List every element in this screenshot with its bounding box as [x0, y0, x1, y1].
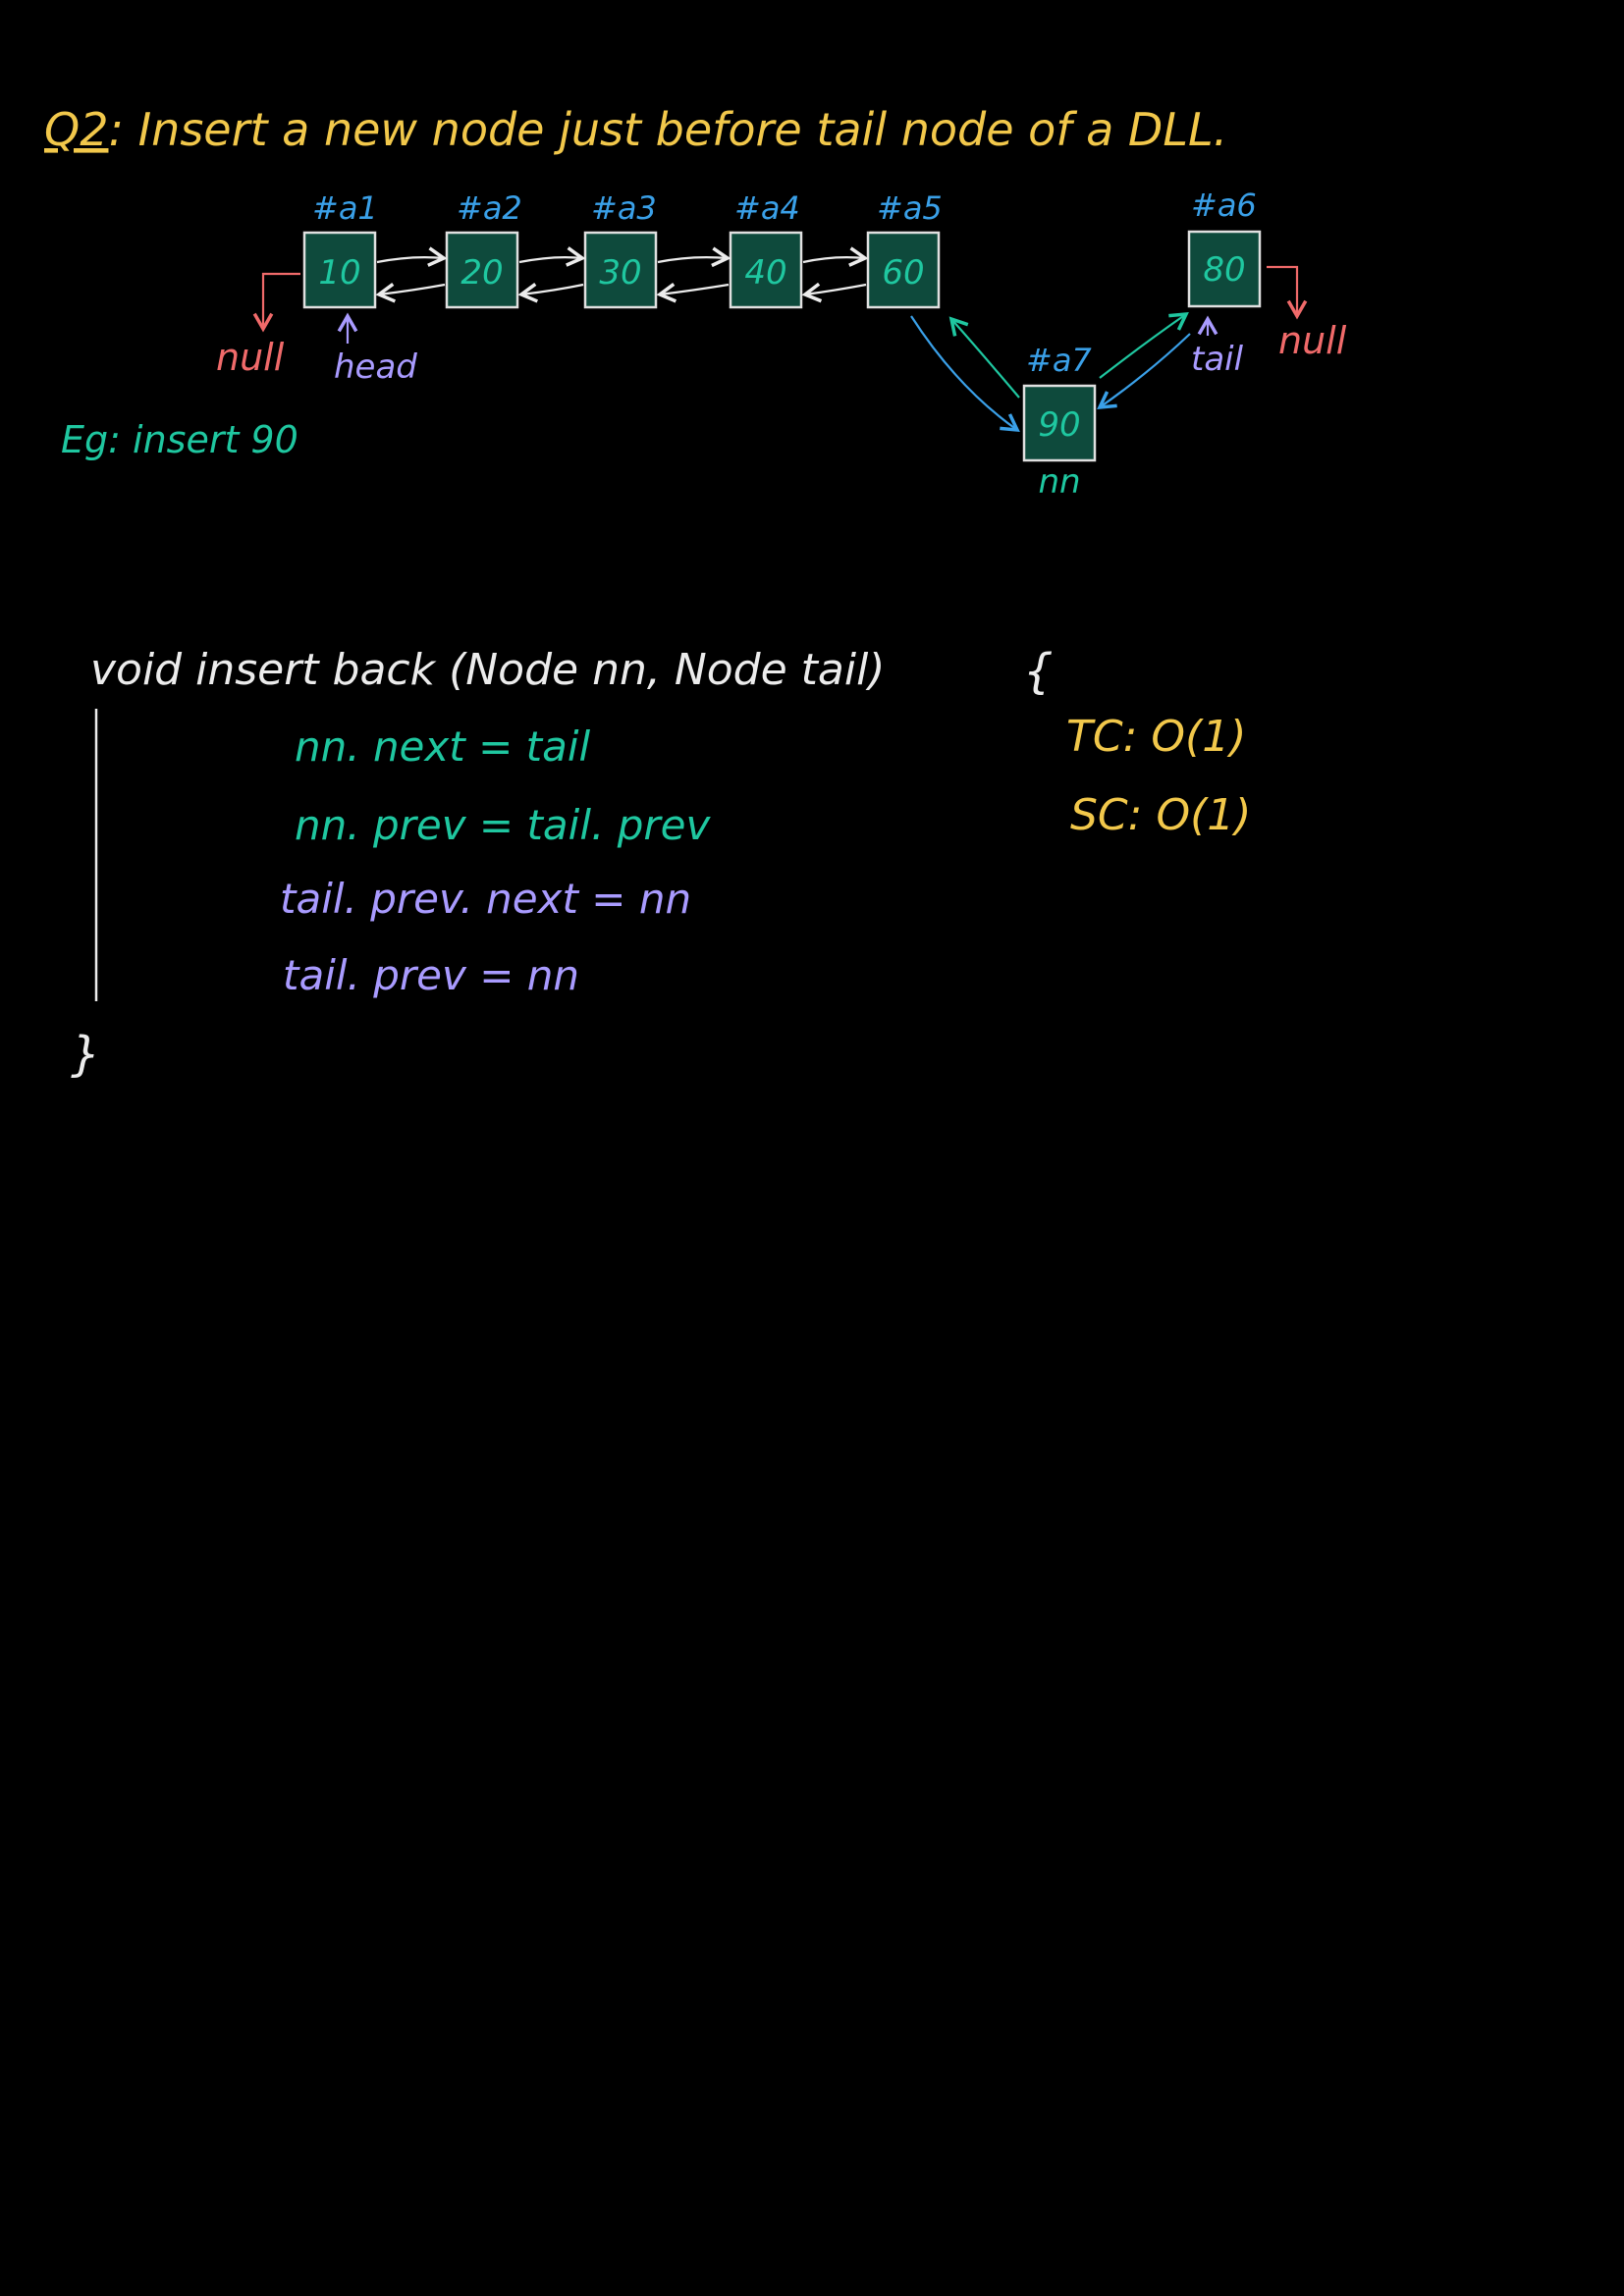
node-address: #a2 [457, 189, 522, 227]
question-title: Q2: Insert a new node just before tail n… [44, 103, 1227, 156]
node-address: #a5 [877, 189, 943, 227]
node-1: #a1 10 [302, 189, 378, 309]
node-box [866, 231, 941, 309]
node-address: #a6 [1191, 187, 1257, 224]
prev-arrow [656, 282, 730, 303]
node-address: #a3 [591, 189, 657, 227]
tail-label: tail [1191, 340, 1244, 379]
prev-arrow [375, 283, 446, 303]
code-line-2: nn. prev = tail. prev [295, 801, 711, 849]
new-node: #a7 90 nn [1022, 342, 1097, 502]
link-arrows [375, 246, 869, 303]
node-value: 30 [599, 253, 641, 293]
example-text: Eg: insert 90 [61, 418, 298, 461]
new-to-node6-arrow [1099, 311, 1189, 379]
node-6: #a6 80 [1187, 187, 1262, 308]
node-box [1187, 230, 1262, 308]
left-null-arrow [252, 272, 300, 333]
node-address: #a1 [312, 189, 378, 227]
node6-to-new-arrow [1097, 333, 1191, 410]
space-complexity: SC: O(1) [1070, 790, 1251, 840]
new-node-label: nn [1038, 462, 1080, 502]
code-line-4: tail. prev = nn [283, 951, 579, 999]
node-2: #a2 20 [445, 189, 522, 309]
time-complexity: TC: O(1) [1066, 712, 1246, 762]
question-number: Q2 [44, 103, 108, 156]
node-box [302, 231, 377, 309]
list-nodes: #a1 10 #a2 20 #a3 30 #a4 40 #a5 60 #a6 8… [302, 187, 1262, 502]
node-3: #a3 30 [583, 189, 658, 309]
node-address: #a7 [1026, 342, 1092, 379]
node-address: #a4 [734, 189, 800, 227]
null-left-label: null [216, 336, 285, 379]
next-arrow [518, 246, 586, 267]
question-text: : Insert a new node just before tail nod… [108, 103, 1227, 156]
node-value: 80 [1203, 250, 1245, 290]
null-right-label: null [1278, 319, 1347, 362]
code-open-brace: { [1023, 644, 1054, 699]
node-5: #a5 60 [866, 189, 943, 309]
prev-arrow [517, 283, 584, 303]
prev-arrow [801, 282, 867, 303]
node-box [729, 231, 803, 309]
node5-to-new-arrow [910, 315, 1020, 433]
head-label: head [334, 347, 417, 387]
code-line-1: nn. next = tail [295, 722, 590, 771]
right-null-arrow [1267, 265, 1308, 320]
next-arrow [802, 246, 869, 267]
code-line-3: tail. prev. next = nn [280, 875, 691, 923]
node-value: 60 [882, 253, 924, 293]
new-to-node5-arrow [948, 316, 1020, 399]
code-close-brace: } [71, 1027, 101, 1082]
node-box [1022, 384, 1097, 462]
null-pointers [252, 265, 1308, 333]
node-value: 10 [318, 253, 360, 293]
node-4: #a4 40 [729, 189, 803, 309]
node-value: 90 [1038, 405, 1080, 445]
next-arrow [376, 246, 448, 267]
node-value: 20 [460, 253, 503, 293]
new-node-links [910, 311, 1191, 433]
node-box [445, 231, 519, 309]
node-value: 40 [744, 253, 786, 293]
code-signature: void insert back (Node nn, Node tail) [90, 645, 885, 695]
node-box [583, 231, 658, 309]
next-arrow [657, 246, 731, 268]
code-block: void insert back (Node nn, Node tail) { … [71, 644, 1054, 1082]
